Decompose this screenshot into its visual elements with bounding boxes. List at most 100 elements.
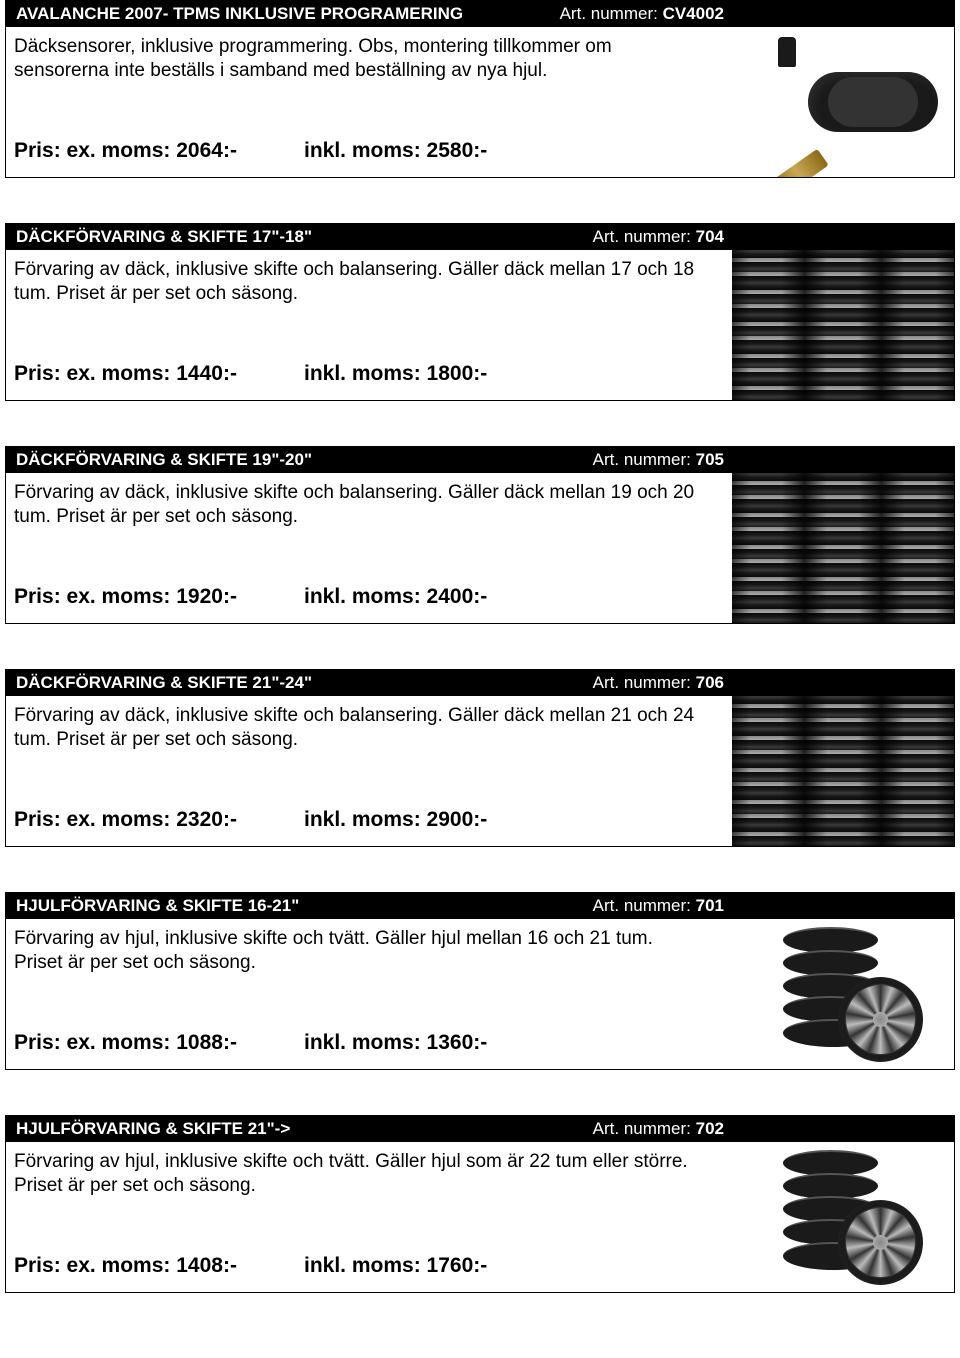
price-incl-label: inkl. moms: xyxy=(304,808,427,831)
product-card: DÄCKFÖRVARING & SKIFTE 19"-20" Art. numme… xyxy=(5,446,955,624)
price-ex-value: 1088:- xyxy=(176,1031,237,1054)
price-ex-value: 1408:- xyxy=(176,1254,237,1277)
article-number-value: 702 xyxy=(696,1119,724,1138)
product-title: HJULFÖRVARING & SKIFTE 21"-> xyxy=(16,1119,290,1139)
price-ex-label: Pris: ex. moms: xyxy=(14,1254,176,1277)
product-body: Förvaring av hjul, inklusive skifte och … xyxy=(6,1142,954,1292)
price-row: Pris: ex. moms: 1920:-inkl. moms: 2400:- xyxy=(14,585,720,613)
product-image xyxy=(732,473,954,623)
product-header: AVALANCHE 2007- TPMS INKLUSIVE PROGRAMER… xyxy=(6,1,954,27)
article-number-label: Art. nummer: xyxy=(593,1119,696,1138)
tire-stack-icon xyxy=(732,250,954,400)
price-incl-moms: inkl. moms: 1760:- xyxy=(304,1254,487,1278)
price-incl-label: inkl. moms: xyxy=(304,1031,427,1054)
product-image xyxy=(732,919,954,1069)
article-number: Art. nummer: 704 xyxy=(593,227,724,247)
product-title: DÄCKFÖRVARING & SKIFTE 17"-18" xyxy=(16,227,312,247)
product-image xyxy=(732,1142,954,1292)
product-description: Förvaring av däck, inklusive skifte och … xyxy=(14,704,704,752)
price-incl-moms: inkl. moms: 2400:- xyxy=(304,585,487,609)
product-body: Förvaring av hjul, inklusive skifte och … xyxy=(6,919,954,1069)
price-incl-moms: inkl. moms: 1360:- xyxy=(304,1031,487,1055)
product-image xyxy=(732,250,954,400)
price-ex-label: Pris: ex. moms: xyxy=(14,585,176,608)
article-number-value: 706 xyxy=(696,673,724,692)
price-row: Pris: ex. moms: 1088:-inkl. moms: 1360:- xyxy=(14,1031,720,1059)
product-content: Däcksensorer, inklusive programmering. O… xyxy=(6,27,732,177)
product-content: Förvaring av hjul, inklusive skifte och … xyxy=(6,1142,732,1292)
product-card: HJULFÖRVARING & SKIFTE 16-21" Art. nummer… xyxy=(5,892,955,1070)
product-image xyxy=(732,27,954,177)
price-incl-moms: inkl. moms: 2900:- xyxy=(304,808,487,832)
article-number-label: Art. nummer: xyxy=(593,227,696,246)
product-body: Däcksensorer, inklusive programmering. O… xyxy=(6,27,954,177)
product-header: DÄCKFÖRVARING & SKIFTE 17"-18" Art. numme… xyxy=(6,224,954,250)
product-card: DÄCKFÖRVARING & SKIFTE 21"-24" Art. numme… xyxy=(5,669,955,847)
article-number-label: Art. nummer: xyxy=(593,896,696,915)
article-number: Art. nummer: CV4002 xyxy=(560,4,724,24)
product-description: Förvaring av däck, inklusive skifte och … xyxy=(14,481,704,529)
article-number: Art. nummer: 702 xyxy=(593,1119,724,1139)
price-ex-moms: Pris: ex. moms: 1088:- xyxy=(14,1031,304,1055)
price-incl-label: inkl. moms: xyxy=(304,585,427,608)
price-ex-value: 1440:- xyxy=(176,362,237,385)
product-image xyxy=(732,696,954,846)
product-description: Däcksensorer, inklusive programmering. O… xyxy=(14,35,704,83)
article-number-label: Art. nummer: xyxy=(593,673,696,692)
product-body: Förvaring av däck, inklusive skifte och … xyxy=(6,696,954,846)
product-card: DÄCKFÖRVARING & SKIFTE 17"-18" Art. numme… xyxy=(5,223,955,401)
article-number-label: Art. nummer: xyxy=(560,4,663,23)
price-ex-label: Pris: ex. moms: xyxy=(14,808,176,831)
price-incl-value: 2580:- xyxy=(427,139,488,162)
article-number: Art. nummer: 701 xyxy=(593,896,724,916)
product-card: AVALANCHE 2007- TPMS INKLUSIVE PROGRAMER… xyxy=(5,0,955,178)
product-body: Förvaring av däck, inklusive skifte och … xyxy=(6,250,954,400)
price-incl-value: 1360:- xyxy=(427,1031,488,1054)
price-ex-label: Pris: ex. moms: xyxy=(14,1031,176,1054)
product-header: HJULFÖRVARING & SKIFTE 21"-> Art. nummer:… xyxy=(6,1116,954,1142)
article-number-value: 704 xyxy=(696,227,724,246)
price-row: Pris: ex. moms: 1408:-inkl. moms: 1760:- xyxy=(14,1254,720,1282)
price-ex-moms: Pris: ex. moms: 1440:- xyxy=(14,362,304,386)
product-title: DÄCKFÖRVARING & SKIFTE 21"-24" xyxy=(16,673,312,693)
price-ex-label: Pris: ex. moms: xyxy=(14,362,176,385)
price-row: Pris: ex. moms: 2064:-inkl. moms: 2580:- xyxy=(14,139,720,167)
product-description: Förvaring av hjul, inklusive skifte och … xyxy=(14,1150,704,1198)
article-number-value: CV4002 xyxy=(663,4,724,23)
price-ex-value: 2320:- xyxy=(176,808,237,831)
article-number-value: 701 xyxy=(696,896,724,915)
price-incl-label: inkl. moms: xyxy=(304,362,427,385)
price-incl-moms: inkl. moms: 1800:- xyxy=(304,362,487,386)
price-incl-value: 2400:- xyxy=(427,585,488,608)
product-header: DÄCKFÖRVARING & SKIFTE 21"-24" Art. numme… xyxy=(6,670,954,696)
tire-stack-icon xyxy=(732,473,954,623)
price-incl-label: inkl. moms: xyxy=(304,139,427,162)
product-content: Förvaring av däck, inklusive skifte och … xyxy=(6,250,732,400)
tpms-sensor-icon xyxy=(743,32,943,172)
product-description: Förvaring av hjul, inklusive skifte och … xyxy=(14,927,704,975)
price-incl-label: inkl. moms: xyxy=(304,1254,427,1277)
product-content: Förvaring av hjul, inklusive skifte och … xyxy=(6,919,732,1069)
article-number-label: Art. nummer: xyxy=(593,450,696,469)
tire-stack-icon xyxy=(732,696,954,846)
article-number: Art. nummer: 705 xyxy=(593,450,724,470)
price-ex-moms: Pris: ex. moms: 2064:- xyxy=(14,139,304,163)
product-content: Förvaring av däck, inklusive skifte och … xyxy=(6,696,732,846)
price-ex-moms: Pris: ex. moms: 1920:- xyxy=(14,585,304,609)
price-incl-value: 1800:- xyxy=(427,362,488,385)
price-row: Pris: ex. moms: 1440:-inkl. moms: 1800:- xyxy=(14,362,720,390)
product-body: Förvaring av däck, inklusive skifte och … xyxy=(6,473,954,623)
price-ex-value: 2064:- xyxy=(176,139,237,162)
product-title: HJULFÖRVARING & SKIFTE 16-21" xyxy=(16,896,299,916)
price-incl-value: 1760:- xyxy=(427,1254,488,1277)
product-description: Förvaring av däck, inklusive skifte och … xyxy=(14,258,704,306)
product-header: DÄCKFÖRVARING & SKIFTE 19"-20" Art. numme… xyxy=(6,447,954,473)
product-title: AVALANCHE 2007- TPMS INKLUSIVE PROGRAMER… xyxy=(16,4,463,24)
product-title: DÄCKFÖRVARING & SKIFTE 19"-20" xyxy=(16,450,312,470)
wheel-stack-icon xyxy=(753,922,933,1067)
price-row: Pris: ex. moms: 2320:- inkl. moms: 2900:- xyxy=(14,808,720,836)
price-ex-value: 1920:- xyxy=(176,585,237,608)
price-ex-moms: Pris: ex. moms: 1408:- xyxy=(14,1254,304,1278)
product-header: HJULFÖRVARING & SKIFTE 16-21" Art. nummer… xyxy=(6,893,954,919)
price-incl-value: 2900:- xyxy=(427,808,488,831)
